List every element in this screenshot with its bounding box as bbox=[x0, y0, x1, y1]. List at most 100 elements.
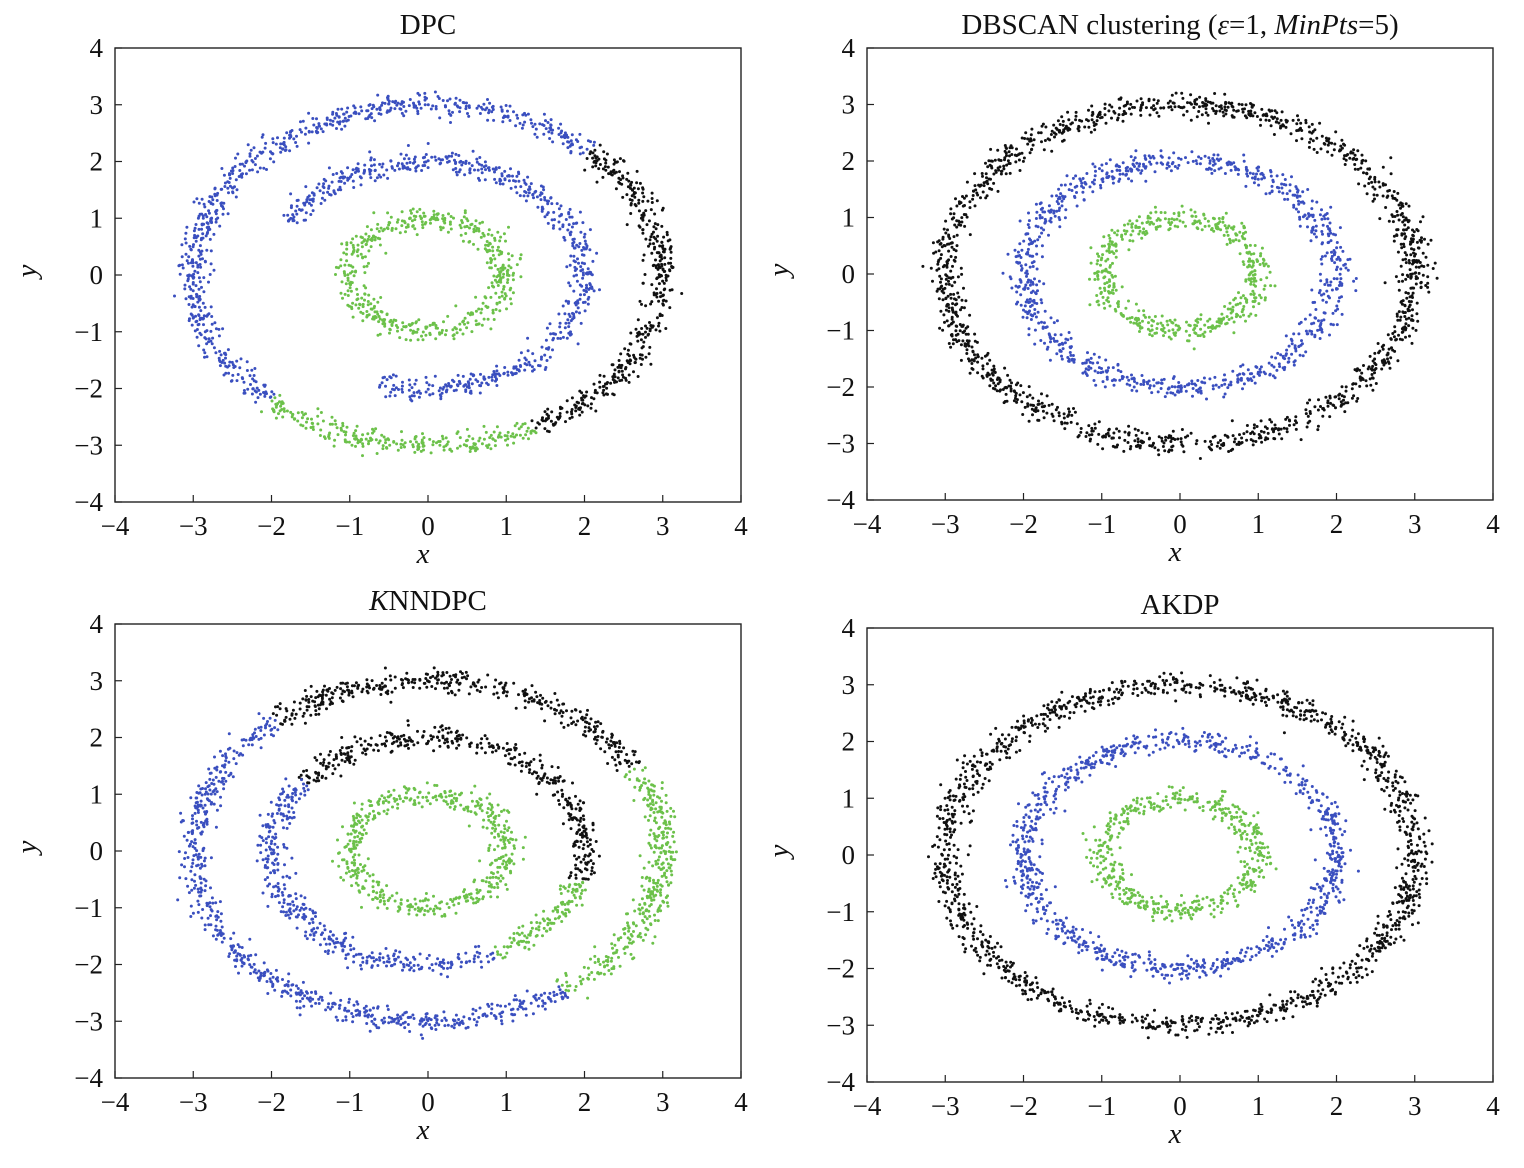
data-point bbox=[351, 179, 355, 183]
data-point bbox=[1210, 443, 1214, 446]
data-point bbox=[1055, 319, 1059, 323]
data-point bbox=[298, 128, 302, 132]
data-point bbox=[641, 191, 645, 195]
data-point bbox=[423, 160, 426, 164]
data-point bbox=[377, 441, 381, 445]
data-point bbox=[577, 401, 580, 405]
data-point bbox=[442, 448, 446, 452]
data-point bbox=[1031, 314, 1034, 318]
data-point bbox=[1037, 131, 1041, 135]
data-point bbox=[488, 266, 492, 270]
data-point bbox=[366, 432, 370, 436]
data-point bbox=[1403, 237, 1407, 241]
data-point bbox=[544, 119, 547, 123]
data-point bbox=[188, 244, 192, 248]
data-point bbox=[1179, 157, 1183, 161]
data-point bbox=[401, 380, 404, 384]
data-point bbox=[1292, 332, 1296, 336]
data-point bbox=[586, 302, 590, 306]
y-tick-label: 3 bbox=[90, 90, 104, 120]
data-point bbox=[931, 241, 935, 245]
data-point bbox=[1298, 224, 1302, 228]
data-point bbox=[393, 168, 397, 172]
data-point bbox=[567, 281, 571, 285]
data-point bbox=[1368, 354, 1372, 358]
data-point bbox=[949, 292, 953, 296]
y-tick-label: −2 bbox=[74, 374, 103, 404]
data-point bbox=[1282, 356, 1285, 360]
data-point bbox=[1090, 433, 1094, 437]
data-point bbox=[556, 336, 560, 340]
data-point bbox=[368, 170, 372, 174]
data-point bbox=[654, 293, 658, 297]
data-point bbox=[1177, 212, 1181, 215]
x-tick-label: −4 bbox=[101, 511, 130, 541]
data-point bbox=[381, 101, 384, 105]
data-point bbox=[1113, 378, 1117, 382]
data-point bbox=[513, 424, 517, 428]
data-point bbox=[507, 252, 510, 256]
data-point bbox=[344, 282, 348, 286]
data-point bbox=[1087, 424, 1091, 428]
data-point bbox=[658, 259, 662, 263]
data-point bbox=[559, 135, 563, 139]
data-point bbox=[558, 227, 562, 231]
data-point bbox=[1103, 282, 1107, 286]
data-point bbox=[428, 331, 432, 335]
data-point bbox=[934, 250, 938, 254]
data-point bbox=[416, 338, 420, 342]
data-point bbox=[581, 398, 585, 402]
data-point bbox=[309, 203, 313, 207]
data-point bbox=[242, 380, 246, 384]
data-point bbox=[1057, 202, 1060, 206]
data-point bbox=[931, 279, 934, 283]
data-point bbox=[1225, 315, 1229, 319]
data-point bbox=[1015, 260, 1019, 264]
data-point bbox=[1049, 316, 1053, 320]
data-point bbox=[466, 321, 470, 325]
data-point bbox=[1260, 440, 1264, 444]
y-tick-label: −3 bbox=[74, 430, 103, 460]
data-point bbox=[1117, 179, 1121, 183]
data-point bbox=[1236, 380, 1240, 384]
data-point bbox=[404, 230, 407, 234]
data-point bbox=[629, 212, 633, 215]
data-point bbox=[401, 390, 404, 394]
data-point bbox=[362, 284, 366, 288]
data-point bbox=[981, 367, 985, 371]
data-point bbox=[335, 426, 339, 430]
data-point bbox=[248, 152, 252, 156]
data-point bbox=[364, 286, 368, 290]
data-point bbox=[1244, 319, 1247, 323]
data-point bbox=[464, 390, 468, 393]
data-point bbox=[670, 265, 674, 268]
data-point bbox=[1359, 166, 1363, 170]
data-point bbox=[1406, 226, 1410, 230]
data-point bbox=[1215, 444, 1219, 448]
data-point bbox=[547, 414, 550, 418]
data-point bbox=[566, 301, 570, 305]
data-point bbox=[1337, 397, 1341, 401]
data-point bbox=[235, 359, 239, 363]
data-point bbox=[477, 322, 481, 326]
data-point bbox=[506, 174, 510, 178]
data-point bbox=[424, 390, 428, 394]
data-point bbox=[193, 269, 197, 273]
data-point bbox=[1052, 321, 1056, 325]
data-point bbox=[1403, 251, 1407, 255]
data-point bbox=[1013, 153, 1017, 157]
data-point bbox=[371, 431, 374, 435]
data-point bbox=[400, 224, 404, 228]
data-point bbox=[1041, 326, 1045, 330]
data-point bbox=[535, 135, 539, 139]
data-point bbox=[640, 327, 644, 330]
data-point bbox=[1396, 213, 1400, 217]
data-point bbox=[546, 429, 549, 433]
data-point bbox=[627, 373, 631, 377]
data-point bbox=[645, 326, 649, 330]
data-point bbox=[1203, 381, 1207, 385]
data-point bbox=[507, 179, 511, 183]
data-point bbox=[483, 295, 487, 299]
data-point bbox=[1039, 207, 1043, 211]
data-point bbox=[946, 228, 949, 232]
